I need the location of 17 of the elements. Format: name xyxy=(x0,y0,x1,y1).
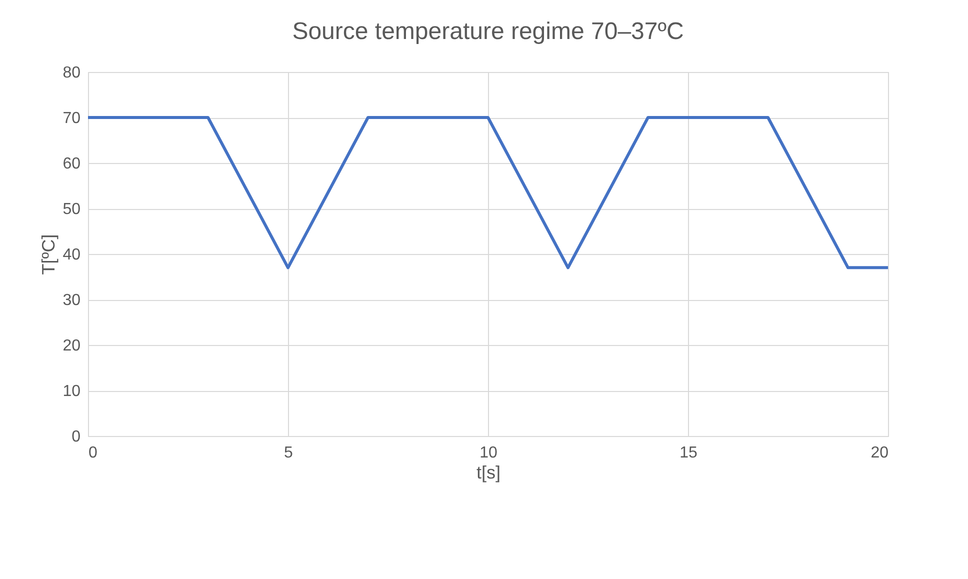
y-axis-title: T[ºC] xyxy=(38,234,59,275)
x-tick-label: 15 xyxy=(680,444,698,462)
y-tick-label: 30 xyxy=(62,292,81,309)
y-tick-label: 50 xyxy=(62,201,81,218)
x-tick-label: 20 xyxy=(870,444,889,462)
x-axis-title: t[s] xyxy=(476,462,501,482)
x-tick-label: 10 xyxy=(480,444,498,462)
y-tick-label: 10 xyxy=(62,383,81,400)
y-tick-label: 0 xyxy=(72,428,81,446)
y-tick-label: 70 xyxy=(62,110,81,127)
y-tick-label: 60 xyxy=(62,156,81,172)
y-tick-label: 20 xyxy=(62,338,81,354)
y-tick-label: 40 xyxy=(62,246,81,264)
x-tick-label: 5 xyxy=(284,444,294,462)
chart-title: Source temperature regime 70–37ºC xyxy=(292,18,684,45)
y-tick-label: 80 xyxy=(62,64,81,82)
x-tick-label: 0 xyxy=(88,444,98,462)
